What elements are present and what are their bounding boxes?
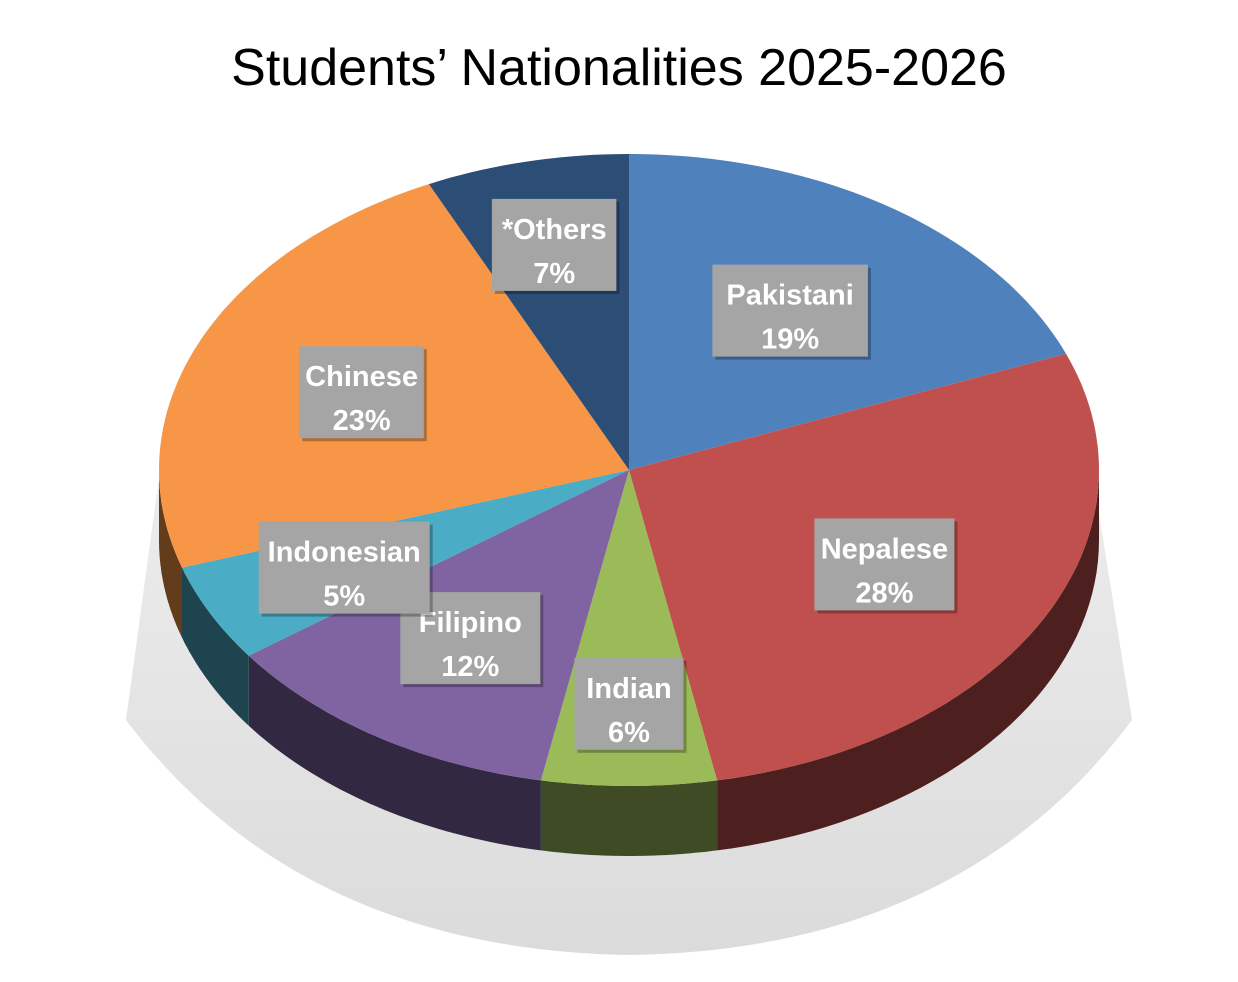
data-label-value: 23%	[333, 405, 391, 437]
data-label-box	[574, 657, 684, 750]
pie-side-indonesian	[182, 567, 249, 726]
data-label-indonesian: Indonesian 5%	[258, 521, 433, 617]
data-label-name: Indonesian	[268, 537, 421, 569]
pie-side-indian	[540, 780, 718, 856]
data-label-nepalese: Nepalese 28%	[814, 518, 958, 614]
data-label-value: 12%	[441, 651, 499, 683]
data-label-name: Nepalese	[821, 533, 948, 565]
data-label-box	[258, 521, 430, 614]
data-label-chinese: Chinese 23%	[299, 346, 427, 442]
chart-title: Students’ Nationalities 2025-2026	[231, 39, 1007, 97]
pie-side-filipino	[248, 655, 541, 851]
data-label-value: 6%	[608, 717, 650, 749]
pie-side-chinese	[159, 470, 182, 638]
data-label-value: 28%	[855, 577, 913, 609]
data-label-others: *Others 7%	[491, 198, 620, 294]
data-label-pakistani: Pakistani 19%	[712, 264, 871, 360]
data-label-name: Filipino	[419, 607, 522, 639]
data-label-value: 5%	[323, 581, 365, 613]
data-label-name: *Others	[502, 214, 607, 246]
data-label-box	[299, 346, 424, 439]
data-label-box	[712, 264, 868, 357]
data-label-value: 19%	[761, 324, 819, 356]
pie-side-nepalese	[717, 470, 1099, 851]
data-label-box	[491, 198, 617, 291]
data-label-box	[814, 518, 955, 611]
data-label-value: 7%	[533, 258, 575, 290]
data-label-name: Pakistani	[726, 280, 853, 312]
data-label-indian: Indian 6%	[574, 657, 687, 753]
data-label-name: Chinese	[305, 361, 418, 393]
data-label-name: Indian	[586, 673, 671, 705]
